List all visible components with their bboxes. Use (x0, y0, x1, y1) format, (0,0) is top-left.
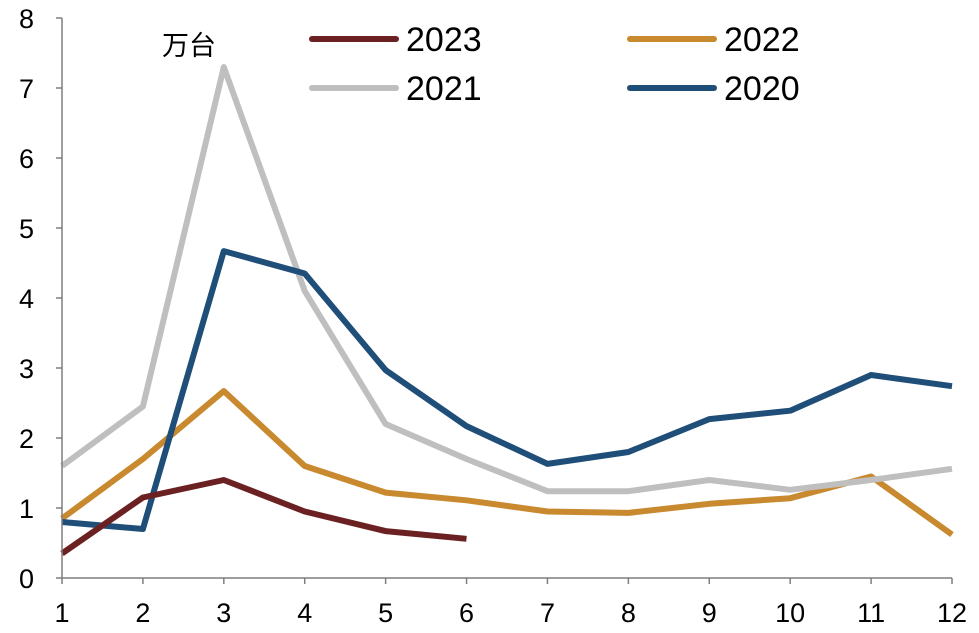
x-tick-label: 9 (702, 598, 717, 628)
x-tick-label: 10 (775, 598, 805, 628)
y-tick-label: 7 (19, 74, 34, 104)
y-tick-label: 6 (19, 144, 34, 174)
y-tick-label: 1 (19, 494, 34, 524)
x-tick-label: 8 (621, 598, 636, 628)
x-tick-label: 11 (857, 598, 885, 628)
series-line-2023 (60, 477, 467, 556)
x-tick-label: 5 (378, 598, 393, 628)
y-tick-label: 3 (19, 354, 34, 384)
x-tick-label: 6 (459, 598, 474, 628)
legend-label-2023: 2023 (406, 21, 482, 59)
x-tick-label: 4 (297, 598, 312, 628)
legend-label-2020: 2020 (724, 70, 800, 108)
x-tick-label: 7 (540, 598, 555, 628)
y-axis-ticks: 0 1 2 3 4 5 6 7 8 (19, 4, 62, 594)
legend-label-2022: 2022 (724, 21, 800, 59)
x-axis-ticks: 1 2 3 4 5 6 7 8 9 10 11 12 (54, 578, 967, 628)
x-tick-label: 3 (216, 598, 231, 628)
legend-label-2021: 2021 (406, 70, 482, 108)
series-lines (60, 64, 954, 556)
unit-label: 万台 (162, 31, 216, 62)
x-tick-label: 2 (135, 598, 150, 628)
y-tick-label: 5 (19, 214, 34, 244)
series-line-2022 (60, 388, 954, 538)
y-tick-label: 2 (19, 424, 34, 454)
x-tick-label: 12 (937, 598, 967, 628)
x-tick-label: 1 (54, 598, 69, 628)
series-line-2021 (60, 64, 953, 495)
series-line-2020 (61, 248, 953, 532)
y-tick-label: 8 (19, 4, 34, 34)
legend: 2023 2022 2021 2020 (309, 21, 800, 108)
y-tick-label: 4 (19, 284, 34, 314)
y-tick-label: 0 (19, 564, 34, 594)
